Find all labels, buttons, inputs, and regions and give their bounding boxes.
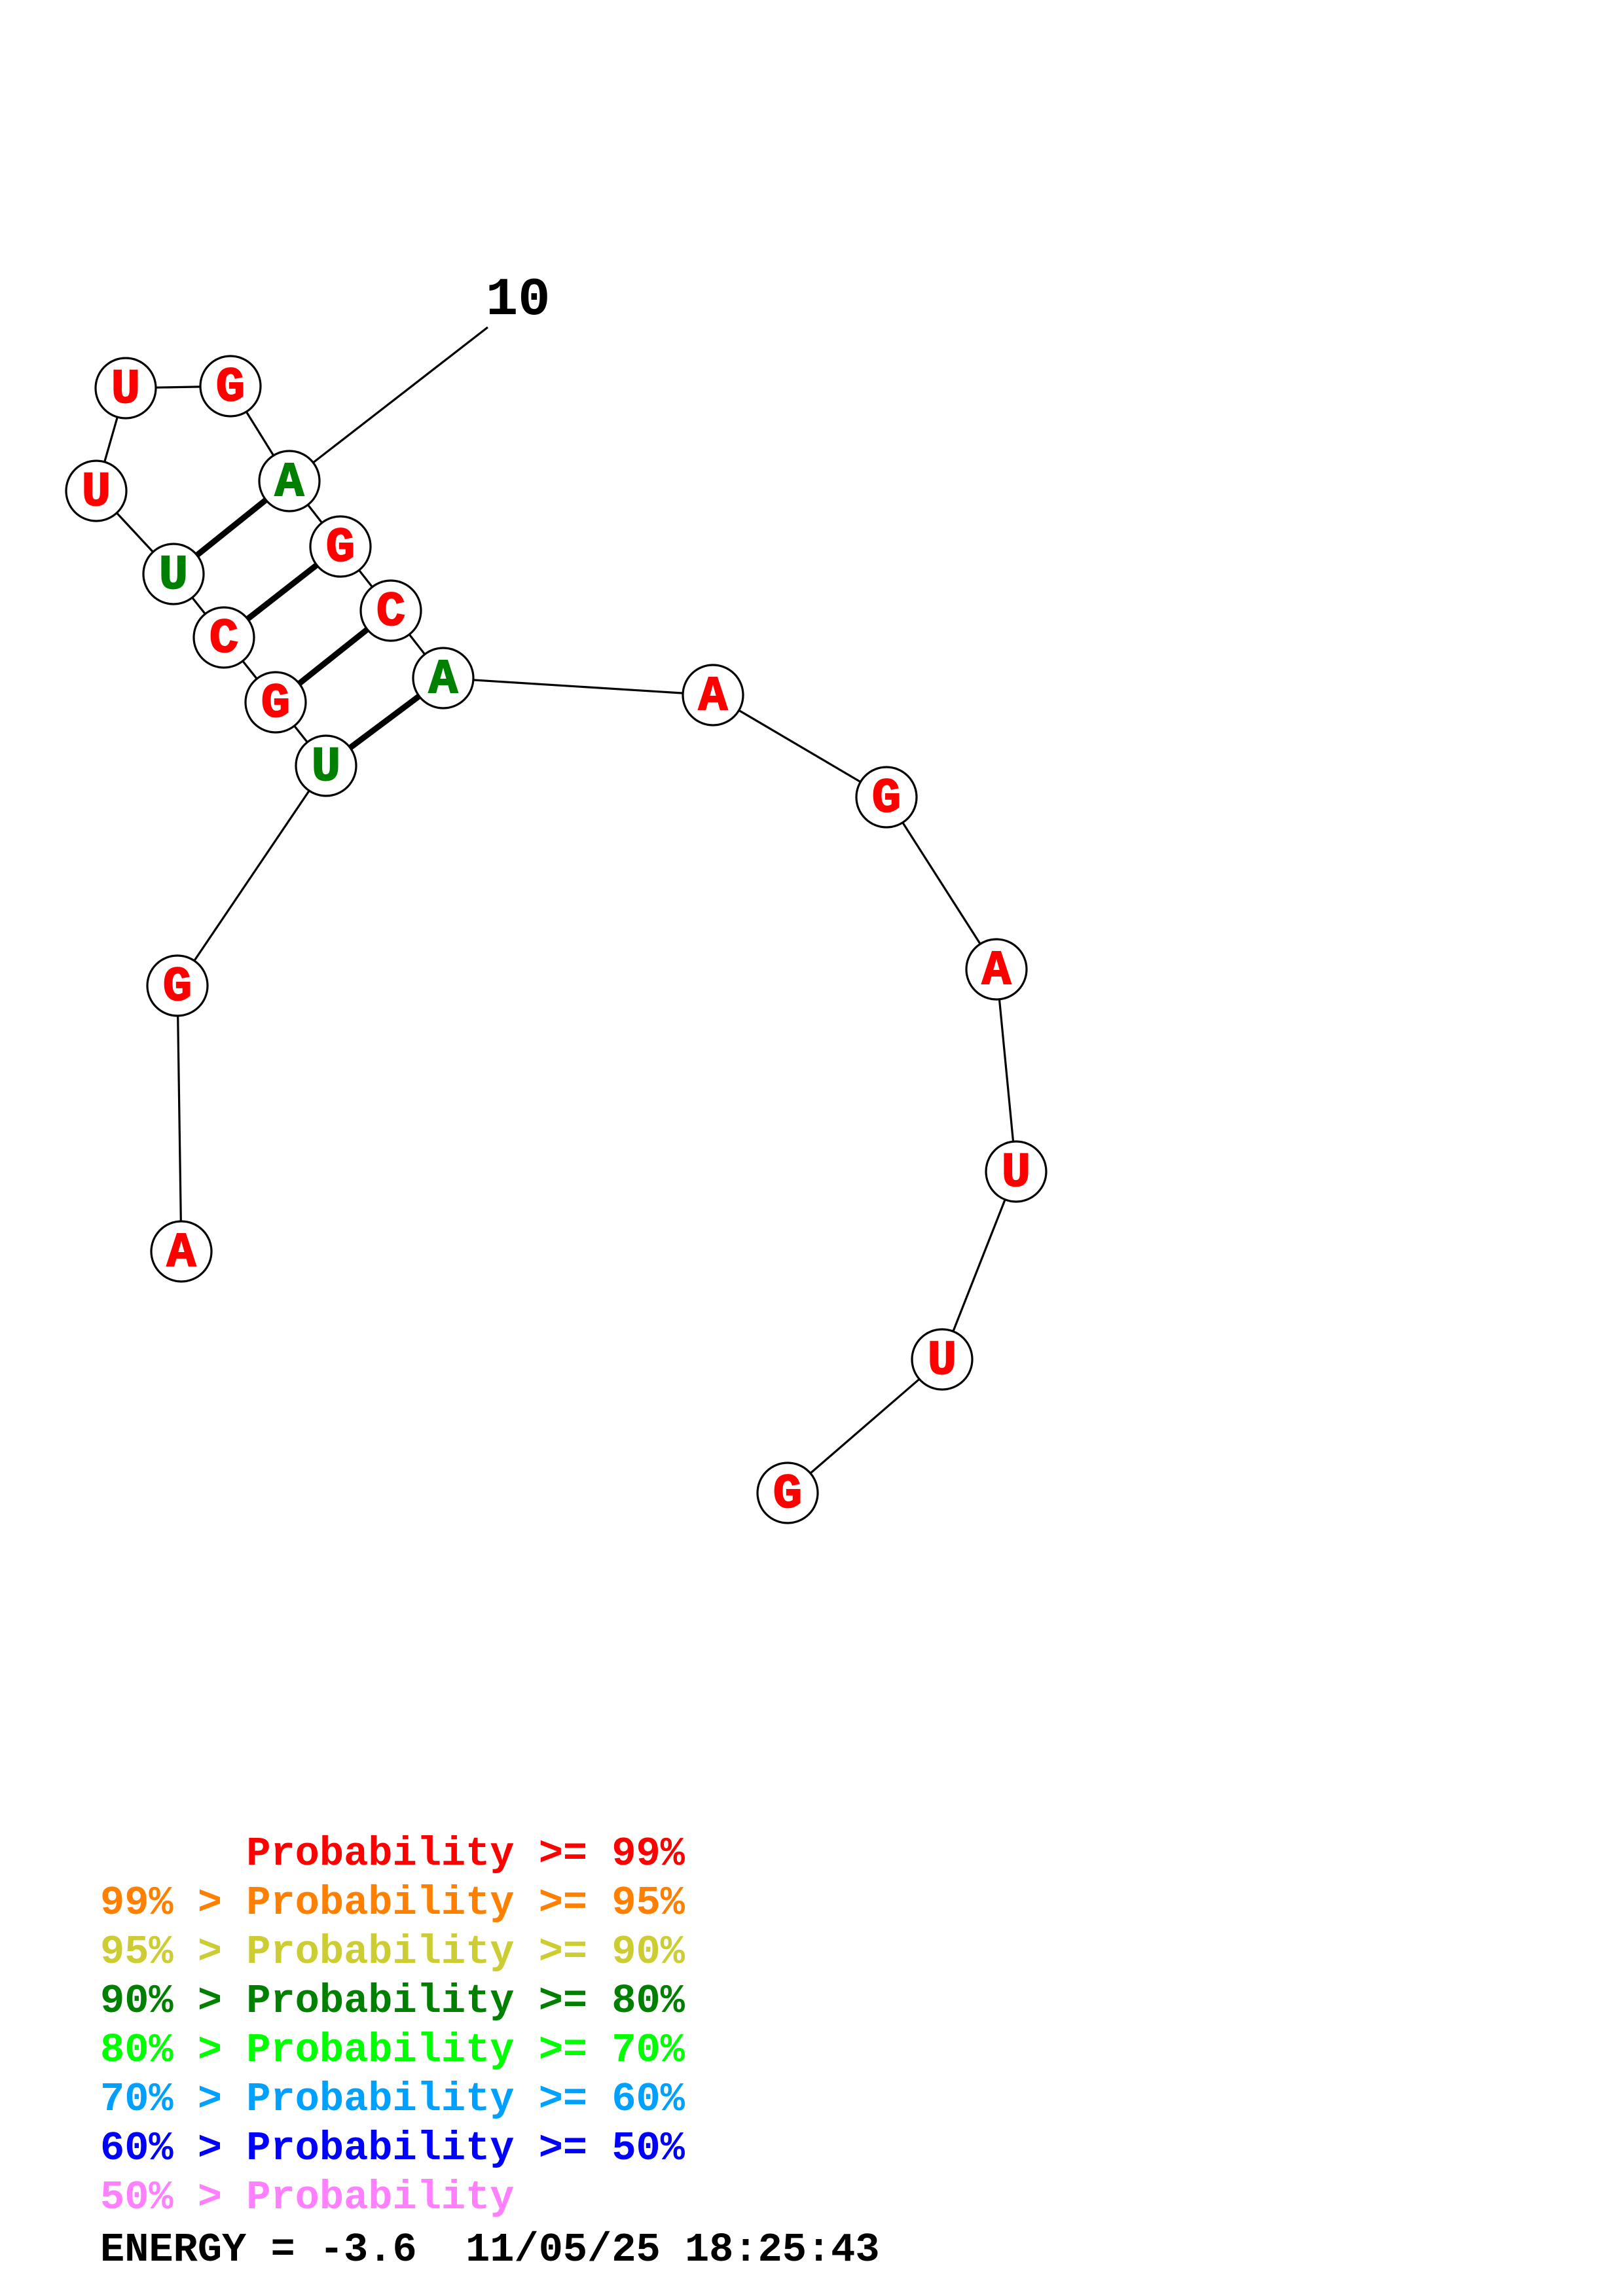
legend-threshold: 50% > bbox=[100, 2174, 247, 2221]
legend-entry: Probability >= 99% bbox=[100, 1829, 685, 1878]
nucleotide-9: G bbox=[199, 355, 262, 418]
nucleotide-circle bbox=[244, 671, 307, 734]
position-label: 10 bbox=[486, 270, 550, 331]
nucleotide-base: C bbox=[376, 585, 405, 640]
nucleotide-14: A bbox=[682, 664, 744, 726]
nucleotide-6: U bbox=[142, 543, 205, 605]
position-label-layer: 10 bbox=[289, 270, 550, 482]
backbone-link-18-19 bbox=[786, 1358, 943, 1494]
legend-threshold bbox=[100, 1831, 246, 1877]
legend-label: Probability >= 80% bbox=[246, 1978, 685, 2024]
nucleotide-2: G bbox=[146, 954, 209, 1017]
nucleotide-base: U bbox=[312, 740, 340, 795]
nucleotide-13: A bbox=[412, 647, 475, 709]
nucleotide-circle bbox=[295, 734, 357, 797]
nucleotide-base: A bbox=[429, 653, 458, 708]
nucleotide-circle bbox=[258, 450, 321, 512]
backbone-link-1-2 bbox=[176, 985, 183, 1252]
legend-entry: 80% > Probability >= 70% bbox=[100, 2026, 685, 2075]
legend-label: Probability >= 70% bbox=[246, 2027, 685, 2073]
legend-label: Probability bbox=[246, 2174, 515, 2221]
backbone-link-17-18 bbox=[941, 1171, 1017, 1360]
legend-label: Probability >= 50% bbox=[246, 2125, 685, 2172]
nucleotide-base: A bbox=[982, 944, 1012, 999]
legend-label: Probability >= 60% bbox=[246, 2076, 685, 2123]
nucleotide-base: U bbox=[1002, 1146, 1030, 1201]
nucleotide-base: U bbox=[928, 1334, 957, 1389]
legend-threshold: 80% > bbox=[100, 2027, 247, 2073]
nucleotide-4: G bbox=[244, 671, 307, 734]
nucleotide-1: A bbox=[150, 1220, 213, 1283]
legend-threshold: 99% > bbox=[100, 1880, 247, 1926]
nucleotide-circle bbox=[911, 1328, 974, 1391]
nucleotide-circle bbox=[412, 647, 475, 709]
nucleotide-circle bbox=[985, 1140, 1048, 1203]
nucleotide-base: U bbox=[82, 465, 111, 520]
probability-legend: Probability >= 99% 99% > Probability >= 9… bbox=[100, 1829, 685, 2222]
nucleotide-10: A bbox=[258, 450, 321, 512]
nucleotide-base: C bbox=[210, 612, 238, 667]
nucleotide-circle bbox=[359, 579, 422, 642]
nucleotide-base: G bbox=[872, 772, 901, 827]
legend-entry: 50% > Probability bbox=[100, 2173, 685, 2222]
energy-readout: ENERGY = -3.6 11/05/25 18:25:43 bbox=[100, 2227, 880, 2273]
nucleotide-11: G bbox=[309, 515, 372, 578]
nucleotide-17: U bbox=[985, 1140, 1048, 1203]
nucleotide-base: G bbox=[261, 677, 290, 732]
nucleotide-base: G bbox=[773, 1467, 802, 1522]
nucleotide-circle bbox=[309, 515, 372, 578]
nucleotide-base: A bbox=[167, 1226, 196, 1281]
nucleotide-7: U bbox=[65, 459, 128, 522]
nucleotide-base: G bbox=[326, 521, 355, 576]
nucleotide-circle bbox=[756, 1462, 819, 1524]
backbone-layer bbox=[95, 385, 1017, 1494]
nucleotide-circle bbox=[192, 606, 255, 669]
nucleotide-3: U bbox=[295, 734, 357, 797]
nucleotide-16: A bbox=[965, 938, 1028, 1001]
nucleotide-circle bbox=[142, 543, 205, 605]
legend-entry: 95% > Probability >= 90% bbox=[100, 1928, 685, 1977]
nucleotide-18: U bbox=[911, 1328, 974, 1391]
backbone-link-15-16 bbox=[885, 797, 998, 970]
nucleotide-circle bbox=[146, 954, 209, 1017]
legend-threshold: 60% > bbox=[100, 2125, 247, 2172]
backbone-link-13-14 bbox=[443, 677, 714, 696]
position-label-leader bbox=[289, 326, 488, 482]
nucleotide-circle bbox=[150, 1220, 213, 1283]
nucleotide-base: A bbox=[275, 456, 304, 511]
nucleotide-19: G bbox=[756, 1462, 819, 1524]
legend-threshold: 90% > bbox=[100, 1978, 247, 2024]
nucleotide-base: U bbox=[159, 548, 188, 603]
nucleotide-15: G bbox=[855, 766, 918, 829]
nucleotide-base: A bbox=[699, 670, 728, 725]
backbone-link-2-3 bbox=[176, 765, 327, 986]
nucleotide-circle bbox=[94, 357, 157, 420]
nucleotide-circle bbox=[855, 766, 918, 829]
backbone-link-14-15 bbox=[712, 694, 887, 798]
nucleotide-8: U bbox=[94, 357, 157, 420]
nucleotide-base: G bbox=[163, 960, 192, 1015]
nucleotide-base: G bbox=[216, 361, 245, 416]
nucleotide-circle bbox=[682, 664, 744, 726]
legend-label: Probability >= 90% bbox=[246, 1929, 685, 1975]
nucleotide-12: C bbox=[359, 579, 422, 642]
legend-label: Probability >= 99% bbox=[246, 1831, 685, 1877]
legend-entry: 70% > Probability >= 60% bbox=[100, 2075, 685, 2124]
nucleotide-5: C bbox=[192, 606, 255, 669]
legend-threshold: 95% > bbox=[100, 1929, 247, 1975]
legend-label: Probability >= 95% bbox=[246, 1880, 685, 1926]
legend-threshold: 70% > bbox=[100, 2076, 247, 2123]
nucleotide-base: U bbox=[111, 363, 140, 418]
legend-entry: 99% > Probability >= 95% bbox=[100, 1878, 685, 1928]
legend-entry: 60% > Probability >= 50% bbox=[100, 2124, 685, 2173]
nucleotide-circle bbox=[965, 938, 1028, 1001]
backbone-link-16-17 bbox=[995, 969, 1017, 1172]
legend-entry: 90% > Probability >= 80% bbox=[100, 1977, 685, 2026]
nucleotide-circle bbox=[199, 355, 262, 418]
nucleotide-circle bbox=[65, 459, 128, 522]
